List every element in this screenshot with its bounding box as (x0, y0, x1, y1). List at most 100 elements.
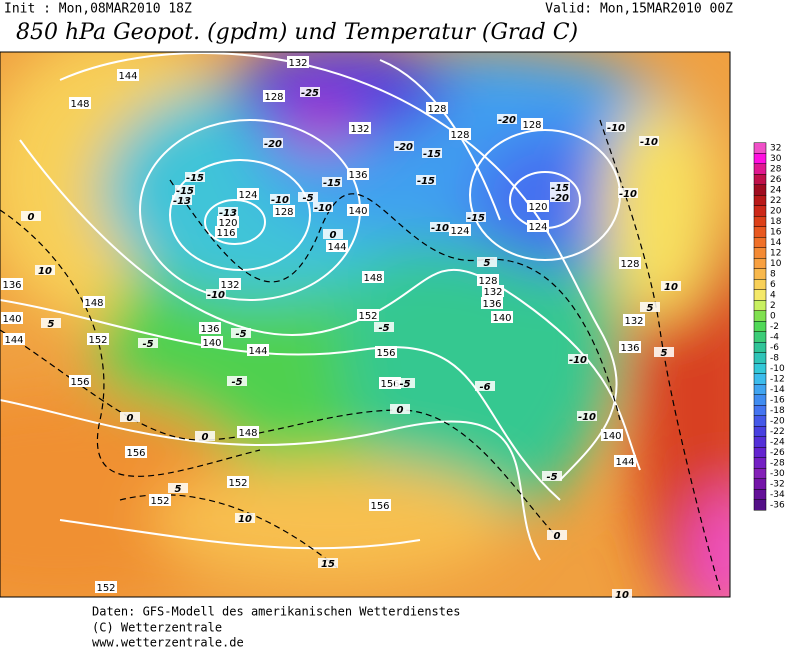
label-box (640, 302, 660, 312)
temperature-label: 0 (554, 531, 561, 542)
color-tick-label: -14 (770, 385, 785, 395)
temperature-label: -15 (176, 186, 194, 197)
color-swatch (753, 457, 767, 469)
label-box (201, 336, 223, 348)
label-box (199, 322, 221, 334)
color-swatch (753, 342, 767, 353)
label-box (87, 333, 109, 345)
color-tick-label: 28 (770, 165, 782, 175)
temperature-label: -15 (551, 183, 569, 194)
temperature-label: -25 (301, 88, 319, 99)
label-box (395, 378, 415, 388)
label-box (172, 195, 192, 205)
geopotential-label: 140 (202, 338, 221, 349)
temperature-label: -5 (302, 193, 313, 204)
color-swatch (753, 415, 767, 427)
geopotential-label: 148 (70, 99, 89, 110)
geopotential-label: 136 (620, 343, 639, 354)
geopotential-label: 128 (264, 92, 283, 103)
temperature-label: -15 (417, 176, 435, 187)
color-tick-label: -2 (770, 322, 779, 332)
label-box (298, 192, 318, 202)
label-box (219, 278, 241, 290)
label-box (601, 429, 623, 441)
temperature-label: 5 (175, 484, 182, 495)
temperature-label: -10 (619, 189, 637, 200)
label-box (270, 194, 290, 204)
label-box (138, 338, 158, 348)
label-box (475, 381, 495, 391)
temperature-label: 10 (664, 282, 678, 293)
label-box (231, 328, 251, 338)
geopotential-label: 152 (150, 496, 169, 507)
color-tick-label: 32 (770, 144, 781, 154)
label-box (527, 200, 549, 212)
color-swatch (753, 300, 767, 311)
label-box (235, 513, 255, 523)
geopotential-label: 144 (118, 71, 137, 82)
label-box (326, 240, 348, 252)
label-box (623, 314, 645, 326)
label-box (218, 207, 238, 217)
temperature-label: -10 (640, 137, 658, 148)
footer-source: Daten: GFS-Modell des amerikanischen Wet… (92, 605, 460, 619)
geopotential-label: 128 (620, 259, 639, 270)
color-swatch (753, 237, 767, 248)
label-box (497, 114, 517, 124)
color-tick-label: -6 (770, 343, 779, 353)
label-box (69, 97, 91, 109)
color-tick-label: -26 (770, 448, 785, 458)
color-tick-label: 0 (770, 312, 776, 322)
geopotential-label: 136 (482, 299, 501, 310)
color-swatch (753, 352, 767, 364)
temperature-label: 5 (48, 319, 55, 330)
valid-time: Valid: Mon,15MAR2010 00Z (545, 2, 733, 17)
color-swatch (753, 216, 767, 227)
temperature-label: -13 (219, 208, 237, 219)
label-box (614, 455, 636, 467)
label-box (1, 312, 23, 324)
color-tick-label: -12 (770, 375, 785, 385)
label-box (227, 376, 247, 386)
label-box (661, 281, 681, 291)
label-box (521, 118, 543, 130)
color-swatch (753, 363, 767, 374)
geopotential-label: 120 (528, 202, 547, 213)
temperature-label: -10 (569, 355, 587, 366)
geopotential-label: 148 (363, 273, 382, 284)
label-box (491, 311, 513, 323)
temperature-label: -5 (231, 377, 242, 388)
label-box (35, 265, 55, 275)
label-box (618, 188, 638, 198)
label-box (41, 318, 61, 328)
color-tick-label: 24 (770, 186, 782, 196)
color-swatch (753, 384, 767, 395)
color-swatch (753, 321, 767, 332)
label-box (322, 177, 342, 187)
label-box (477, 274, 499, 286)
geopotential-label: 156 (376, 348, 395, 359)
color-swatch (753, 489, 767, 500)
geopotential-label: 136 (348, 170, 367, 181)
temperature-label: 0 (330, 230, 337, 241)
label-box (542, 471, 562, 481)
color-tick-label: -20 (770, 417, 785, 427)
temperature-label: -6 (479, 382, 490, 393)
map-frame (0, 51, 731, 598)
temperature-label: -5 (378, 323, 389, 334)
temperature-labels: -25-20 -20-15-20-10-10-15-15-13-15 -15-15-… (21, 87, 681, 601)
color-swatch (753, 478, 767, 490)
geopotential-label: 140 (2, 314, 21, 325)
temperature-label: -20 (264, 139, 282, 150)
color-swatch (753, 163, 767, 175)
label-box (117, 69, 139, 81)
temperature-label: -5 (546, 472, 557, 483)
label-box (449, 128, 471, 140)
color-tick-label: -36 (770, 501, 785, 511)
temperature-label: -20 (498, 115, 516, 126)
color-tick-label: 2 (770, 301, 776, 311)
temperature-label: -15 (323, 178, 341, 189)
geopotential-label: 124 (528, 222, 547, 233)
temperature-label: 0 (202, 432, 209, 443)
